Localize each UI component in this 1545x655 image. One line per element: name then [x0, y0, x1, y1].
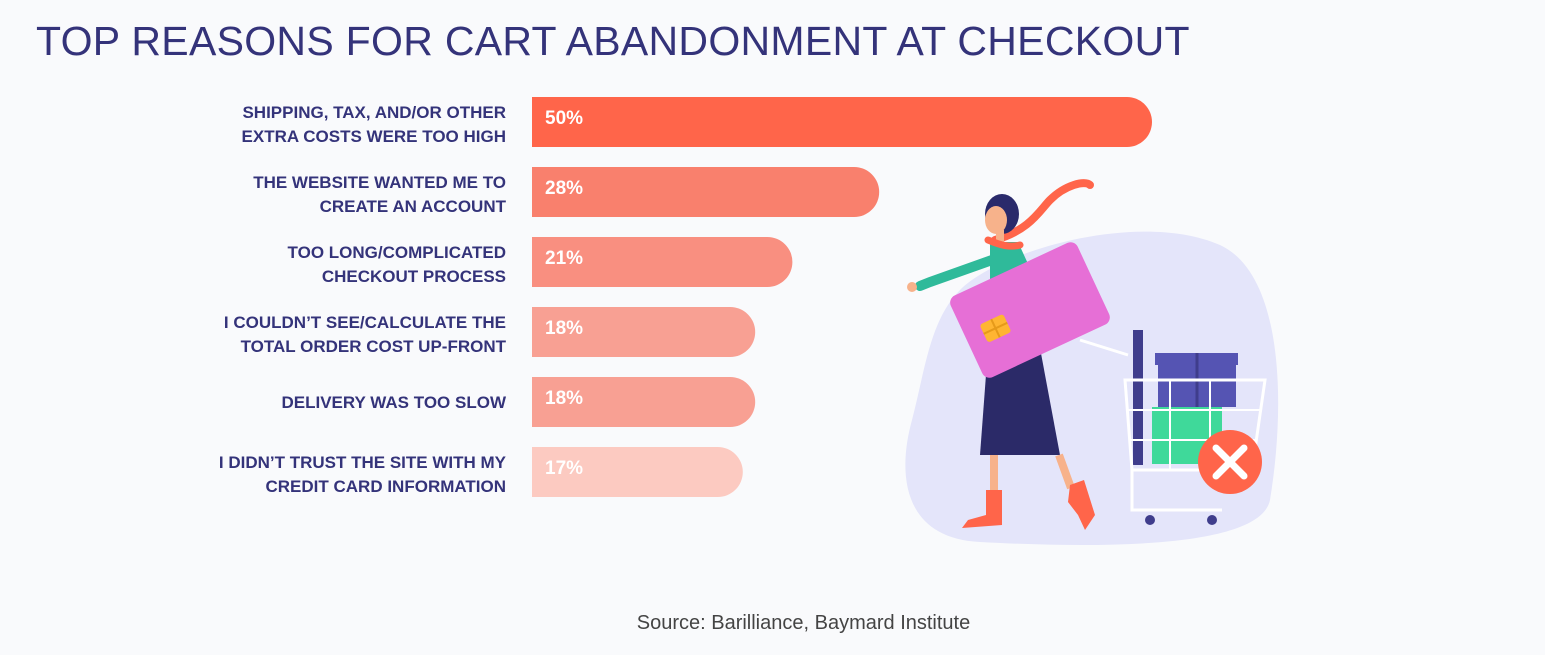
bar-3	[532, 237, 793, 287]
category-label-4: I COULDN’T SEE/CALCULATE THE TOTAL ORDER …	[224, 313, 507, 356]
woman-figure	[907, 179, 1110, 530]
bar-4	[532, 307, 756, 357]
chart-title: TOP REASONS FOR CART ABANDONMENT AT CHEC…	[36, 18, 1190, 64]
value-label-3: 21%	[545, 248, 583, 269]
value-label-4: 18%	[545, 318, 583, 339]
shopper-illustration	[905, 179, 1279, 546]
bar-2	[532, 167, 880, 217]
credit-card-icon	[950, 242, 1110, 378]
category-label-1: SHIPPING, TAX, AND/OR OTHER EXTRA COSTS W…	[242, 103, 506, 146]
value-label-2: 28%	[545, 178, 583, 199]
category-label-6: I DIDN’T TRUST THE SITE WITH MY CREDIT CA…	[219, 453, 507, 496]
bar-5	[532, 377, 756, 427]
close-icon	[1198, 430, 1262, 494]
source-note: Source: Barilliance, Baymard Institute	[636, 612, 971, 634]
bar-6	[532, 447, 743, 497]
category-label-5: DELIVERY WAS TOO SLOW	[282, 393, 507, 412]
category-label-2: THE WEBSITE WANTED ME TO CREATE AN ACCOUN…	[253, 173, 506, 216]
value-label-1: 50%	[545, 108, 583, 129]
category-label-3: TOO LONG/COMPLICATED CHECKOUT PROCESS	[288, 243, 506, 286]
value-label-5: 18%	[545, 388, 583, 409]
bar-1	[532, 97, 1152, 147]
value-label-6: 17%	[545, 458, 583, 479]
